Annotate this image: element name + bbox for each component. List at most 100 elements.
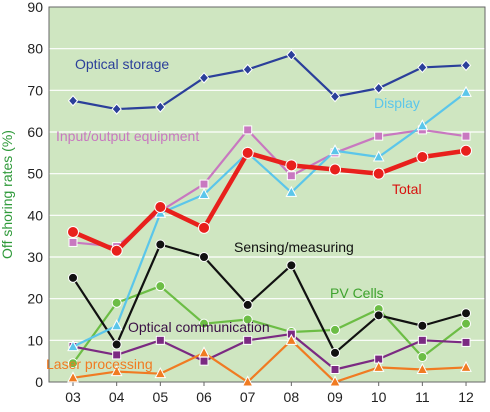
series-line	[72, 148, 467, 253]
data-point	[461, 308, 472, 319]
data-point	[68, 358, 78, 369]
data-point	[198, 221, 211, 234]
series-label: Sensing/measuring	[234, 239, 354, 255]
series-label: PV Cells	[330, 285, 384, 301]
data-point	[112, 350, 122, 360]
data-point	[416, 362, 429, 374]
y-tick-label: 50	[27, 166, 43, 182]
data-point	[242, 314, 253, 325]
series-optical-storage	[67, 49, 472, 115]
data-point	[460, 85, 472, 97]
data-point	[285, 333, 298, 345]
series-labels: Optical storage Display Input/output equip…	[46, 56, 422, 372]
data-point	[460, 144, 473, 157]
data-point	[68, 272, 78, 283]
grid-lines	[49, 48, 485, 341]
y-tick-label: 30	[27, 249, 43, 265]
data-point	[373, 310, 384, 321]
data-point	[199, 318, 210, 329]
y-axis-title: Off shoring rates (%)	[0, 130, 15, 259]
series-sensing-measuring	[68, 239, 472, 358]
series-line	[72, 53, 467, 111]
y-tick-label: 70	[27, 82, 43, 98]
x-tick-label: 09	[327, 389, 343, 405]
x-tick-label: 07	[240, 389, 256, 405]
data-point	[111, 297, 122, 308]
data-point	[154, 367, 167, 379]
data-point	[110, 244, 123, 257]
data-point	[330, 347, 341, 358]
y-tick-label: 0	[35, 374, 43, 390]
data-point	[67, 95, 79, 107]
series-label: Display	[374, 95, 420, 111]
data-point	[417, 352, 428, 362]
x-tick-label: 04	[109, 389, 125, 405]
data-point	[329, 375, 341, 387]
x-tick-label: 12	[458, 389, 474, 405]
data-point	[329, 144, 341, 156]
data-point	[67, 226, 79, 238]
data-point	[242, 63, 253, 76]
data-point	[417, 335, 427, 345]
data-point	[373, 82, 384, 94]
data-point	[372, 360, 385, 372]
data-point	[460, 360, 472, 372]
series-total	[67, 144, 473, 257]
data-point	[416, 119, 429, 131]
series-line	[72, 339, 467, 384]
data-point	[242, 299, 253, 310]
series-display	[67, 85, 472, 352]
data-point	[154, 201, 167, 213]
data-point	[241, 146, 254, 159]
data-point	[199, 179, 209, 189]
data-point	[110, 319, 123, 331]
data-point	[461, 131, 471, 141]
data-point	[372, 167, 385, 180]
x-tick-label: 08	[284, 389, 300, 405]
data-point	[286, 171, 296, 181]
data-point	[111, 103, 122, 115]
data-point	[330, 324, 341, 335]
data-point	[241, 375, 254, 387]
series-laser-processing	[67, 333, 472, 387]
data-point	[110, 365, 123, 377]
data-point	[285, 159, 298, 172]
y-tick-label: 10	[27, 332, 43, 348]
data-point	[111, 339, 122, 350]
plot-area	[49, 7, 485, 382]
data-point	[285, 185, 298, 197]
data-point	[372, 150, 385, 162]
data-point	[198, 187, 210, 199]
data-point	[155, 239, 166, 250]
data-point	[199, 356, 209, 366]
data-point	[243, 335, 253, 345]
y-tick-label: 80	[27, 41, 43, 57]
data-point	[286, 49, 297, 61]
y-tick-label: 20	[27, 291, 43, 307]
series-label: Input/output equipment	[56, 128, 199, 144]
series-line	[72, 91, 467, 348]
data-point	[329, 163, 342, 176]
data-point	[198, 72, 210, 84]
series-lines	[67, 49, 473, 387]
data-point	[374, 131, 384, 141]
data-point	[155, 335, 165, 345]
data-point	[199, 252, 210, 262]
data-point	[417, 320, 428, 331]
axes: 0 10 20 30 40 50 60 70 80 90 03 04 05 06 07 08 09 10 11 12	[27, 0, 486, 405]
x-tick-label: 05	[153, 389, 169, 405]
x-tick-label: 11	[415, 389, 430, 405]
data-point	[461, 318, 472, 329]
data-point	[68, 237, 78, 247]
data-point	[67, 340, 79, 352]
data-point	[417, 61, 428, 74]
data-point	[416, 151, 429, 163]
data-point	[329, 90, 341, 103]
x-tick-label: 10	[371, 389, 387, 405]
data-point	[198, 346, 210, 358]
series-label: Total	[392, 181, 422, 197]
data-point	[243, 125, 253, 135]
y-tick-label: 40	[27, 207, 43, 223]
